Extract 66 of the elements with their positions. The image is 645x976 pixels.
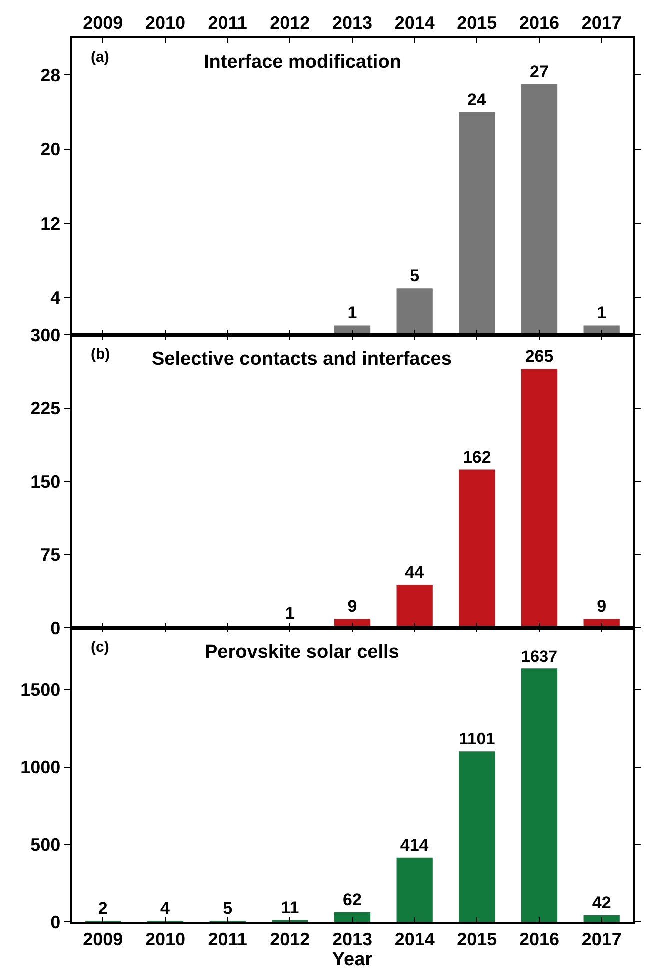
y-tick-label: 12 <box>40 214 61 234</box>
data-label: 9 <box>348 597 358 616</box>
y-tick-label: 20 <box>40 140 61 160</box>
data-label: 414 <box>400 836 430 855</box>
data-label: 62 <box>343 890 362 910</box>
x-tick-label: 2009 <box>83 929 124 950</box>
data-label: 9 <box>597 597 607 616</box>
bar <box>459 470 496 628</box>
text: Selective contacts and interfaces <box>152 349 452 370</box>
annotation: (c) <box>91 639 110 656</box>
x-tick-label: 2012 <box>270 929 310 950</box>
data-label: 1 <box>348 304 358 323</box>
x-tick-label: 2009 <box>83 13 124 34</box>
x-tick-label: 2010 <box>145 13 186 34</box>
x-tick-label: 2014 <box>394 13 435 34</box>
y-tick-label: 1500 <box>20 680 61 700</box>
x-tick-label: 2015 <box>457 13 498 34</box>
x-tick-label: 2011 <box>208 929 248 950</box>
x-tick-label: 2017 <box>582 929 622 950</box>
y-tick-label: 28 <box>40 65 61 86</box>
annotation: (b) <box>91 346 110 363</box>
data-label: 4 <box>160 898 170 918</box>
data-label: 24 <box>467 90 487 110</box>
x-tick-label: 2010 <box>145 929 186 950</box>
bar <box>334 912 371 922</box>
text: Interface modification <box>204 52 402 73</box>
y-tick-label: 4 <box>50 288 61 308</box>
annotation: (a) <box>91 49 110 66</box>
x-tick-label: 2013 <box>332 929 373 950</box>
data-label: 1 <box>597 304 607 323</box>
data-label: 5 <box>223 898 233 918</box>
data-label: 27 <box>530 62 549 82</box>
data-label: 265 <box>525 347 554 366</box>
data-label: 44 <box>405 563 425 582</box>
x-tick-label: 2012 <box>270 13 310 34</box>
y-tick-label: 1000 <box>20 758 61 778</box>
x-tick-label: 2017 <box>582 13 622 34</box>
data-label: 42 <box>592 894 612 912</box>
bar <box>521 668 558 922</box>
data-label: 2 <box>98 898 108 918</box>
x-tick-label: 2015 <box>457 929 498 950</box>
bar <box>396 585 433 628</box>
bar <box>521 369 558 628</box>
y-tick-label: 225 <box>30 398 61 419</box>
x-tick-label: 2011 <box>208 13 248 34</box>
bar <box>396 858 433 922</box>
data-label: 1101 <box>459 730 496 749</box>
bar <box>459 752 496 922</box>
data-label: 11 <box>281 898 300 918</box>
y-tick-label: 300 <box>30 325 61 346</box>
y-tick-label: 75 <box>40 545 61 566</box>
data-label: 1637 <box>521 648 558 666</box>
text: Perovskite solar cells <box>205 642 400 663</box>
data-label: 162 <box>462 448 492 467</box>
data-label: 1 <box>285 604 295 624</box>
data-label: 5 <box>410 266 420 286</box>
x-tick-label: 2014 <box>394 929 435 950</box>
x-tick-label: 2013 <box>332 13 373 34</box>
bar <box>584 916 620 922</box>
y-tick-label: 500 <box>30 834 61 855</box>
y-tick-label: 0 <box>50 618 61 638</box>
x-axis-title: Year <box>332 950 374 971</box>
y-tick-label: 0 <box>50 912 61 932</box>
y-tick-label: 150 <box>30 472 61 492</box>
x-tick-label: 2016 <box>519 929 560 950</box>
x-tick-label: 2016 <box>519 13 560 34</box>
